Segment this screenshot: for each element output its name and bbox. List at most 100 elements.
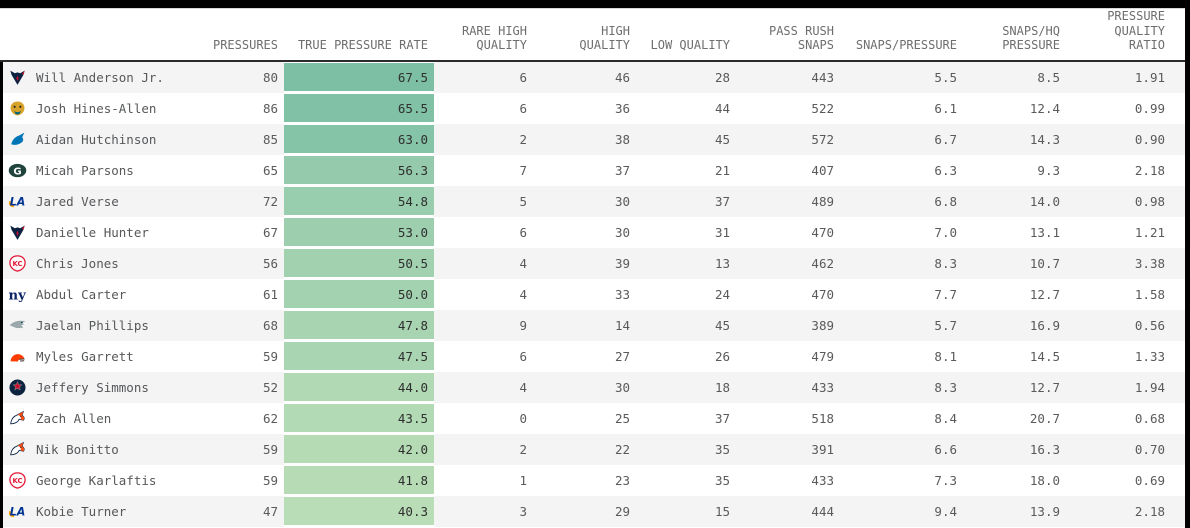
player-name: Abdul Carter <box>36 286 127 302</box>
cell-pass-rush-snaps: 389 <box>811 317 834 333</box>
cell-high-quality: 25 <box>614 410 630 426</box>
cell-pressures: 47 <box>262 503 278 519</box>
col-header-label: QUALITY <box>476 38 527 52</box>
player-identity: LA Kobie Turner <box>8 502 170 521</box>
cell-pressure-quality-ratio: 0.68 <box>1134 410 1165 426</box>
cell-snaps-per-hq-pressure: 12.7 <box>1029 286 1060 302</box>
cell-pressure-quality-ratio: 0.90 <box>1134 131 1165 147</box>
cell-player: Josh Hines-Allen <box>0 93 170 124</box>
cell-high-quality: 30 <box>614 193 630 209</box>
player-identity: KC Chris Jones <box>8 254 170 273</box>
team-logo-packers-icon: G <box>8 161 27 180</box>
player-identity: Myles Garrett <box>8 347 170 366</box>
cell-low-quality: 28 <box>714 69 730 85</box>
cell-rare-high-quality: 7 <box>519 162 527 178</box>
cell-spacer <box>1171 434 1185 465</box>
cell-pass-rush-snaps: 407 <box>811 162 834 178</box>
cell-snaps-per-hq-pressure: 14.0 <box>1029 193 1060 209</box>
player-name: Micah Parsons <box>36 162 134 178</box>
col-header-pressures[interactable]: PRESSURES <box>170 9 284 62</box>
cell-player: ny Abdul Carter <box>0 279 170 310</box>
team-logo-jaguars-icon <box>8 99 27 118</box>
player-name: Jeffery Simmons <box>36 379 149 395</box>
cell-spacer <box>1171 61 1185 93</box>
player-name: Will Anderson Jr. <box>36 69 164 85</box>
table-row: Jaelan Phillips 68 47.8 9 14 45 389 5.7 16.9 0.56 <box>0 309 1185 341</box>
col-header-label: PRESSURES <box>212 38 278 52</box>
team-logo-lions-icon <box>8 130 27 149</box>
cell-high-quality: 30 <box>614 379 630 395</box>
cell-rare-high-quality: 5 <box>519 193 527 209</box>
player-identity: LA Jared Verse <box>8 192 170 211</box>
cell-snaps-per-pressure: 6.7 <box>934 131 957 147</box>
cell-true-pressure-rate: 42.0 <box>284 433 434 465</box>
cell-pass-rush-snaps: 391 <box>811 441 834 457</box>
table-row: Zach Allen 62 43.5 0 25 37 518 8.4 20.7 0.68 <box>0 402 1185 434</box>
cell-pressures: 56 <box>262 255 278 271</box>
cell-pressure-quality-ratio: 0.70 <box>1134 441 1165 457</box>
player-name: Josh Hines-Allen <box>36 100 157 116</box>
col-header-low_quality[interactable]: LOW QUALITY <box>636 9 736 62</box>
cell-pass-rush-snaps: 470 <box>811 224 834 240</box>
col-header-player[interactable] <box>0 9 170 62</box>
team-logo-chiefs-icon: KC <box>8 254 27 273</box>
table-row: LA Jared Verse 72 54.8 5 30 37 489 6.8 14.0 0.98 <box>0 185 1185 217</box>
cell-player: G Micah Parsons <box>0 155 170 186</box>
table-row: LA Kobie Turner 47 40.3 3 29 15 444 9.4 13.9 2.18 <box>0 495 1185 527</box>
svg-text:KC: KC <box>12 259 22 267</box>
cell-low-quality: 35 <box>714 472 730 488</box>
cell-snaps-per-hq-pressure: 12.7 <box>1029 379 1060 395</box>
cell-high-quality: 14 <box>614 317 630 333</box>
cell-rare-high-quality: 1 <box>519 472 527 488</box>
col-header-pass_rush_snaps[interactable]: PASS RUSH SNAPS <box>736 9 840 62</box>
table-panel: PRESSURES TRUE PRESSURE RATE RARE HIGH QUAL… <box>0 8 1185 528</box>
svg-text:ny: ny <box>9 288 27 303</box>
cell-spacer <box>1171 93 1185 124</box>
col-header-label: QUALITY <box>1114 23 1165 38</box>
cell-low-quality: 31 <box>714 224 730 240</box>
cell-snaps-per-pressure: 6.1 <box>934 100 957 116</box>
cell-pressures: 67 <box>262 224 278 240</box>
cell-pass-rush-snaps: 462 <box>811 255 834 271</box>
svg-text:LA: LA <box>10 195 26 208</box>
cell-snaps-per-pressure: 7.3 <box>934 472 957 488</box>
rate-heatmap-fill: 47.8 <box>284 311 434 339</box>
cell-snaps-per-pressure: 5.7 <box>934 317 957 333</box>
col-header-true_pressure_rate[interactable]: TRUE PRESSURE RATE <box>284 9 434 62</box>
team-logo-eagles-icon <box>8 316 27 335</box>
cell-snaps-per-pressure: 9.4 <box>934 503 957 519</box>
cell-pressure-quality-ratio: 1.91 <box>1134 69 1165 85</box>
cell-player: Jaelan Phillips <box>0 310 170 341</box>
col-header-pressure_quality_ratio[interactable]: PRESSURE QUALITY RATIO <box>1066 9 1171 62</box>
cell-pressures: 72 <box>262 193 278 209</box>
rate-heatmap-fill: 40.3 <box>284 497 434 525</box>
cell-high-quality: 37 <box>614 162 630 178</box>
col-header-high_quality[interactable]: HIGH QUALITY <box>533 9 636 62</box>
cell-pressures: 80 <box>262 69 278 85</box>
cell-pressures: 86 <box>262 100 278 116</box>
cell-pressure-quality-ratio: 2.18 <box>1134 162 1165 178</box>
player-identity: Will Anderson Jr. <box>8 68 170 87</box>
cell-high-quality: 36 <box>614 100 630 116</box>
rate-heatmap-fill: 63.0 <box>284 125 434 153</box>
cell-player: Danielle Hunter <box>0 217 170 248</box>
player-name: Zach Allen <box>36 410 112 426</box>
cell-snaps-per-pressure: 6.3 <box>934 162 957 178</box>
cell-rare-high-quality: 6 <box>519 69 527 85</box>
rate-heatmap-fill: 50.5 <box>284 249 434 277</box>
col-header-snaps_per_hq_pressure[interactable]: SNAPS/HQ PRESSURE <box>963 9 1066 62</box>
table-row: G Micah Parsons 65 56.3 7 37 21 407 6.3 9.3 2.18 <box>0 154 1185 186</box>
col-header-snaps_per_pressure[interactable]: SNAPS/PRESSURE <box>840 9 963 62</box>
cell-pressures: 59 <box>262 472 278 488</box>
col-header-rare_high_quality[interactable]: RARE HIGH QUALITY <box>434 9 533 62</box>
player-name: George Karlaftis <box>36 472 157 488</box>
table-row: Nik Bonitto 59 42.0 2 22 35 391 6.6 16.3 0.70 <box>0 433 1185 465</box>
rate-heatmap-fill: 65.5 <box>284 94 434 122</box>
team-logo-rams-icon: LA <box>8 502 27 521</box>
team-logo-chiefs-icon: KC <box>8 471 27 490</box>
cell-snaps-per-hq-pressure: 20.7 <box>1029 410 1060 426</box>
cell-spacer <box>1171 186 1185 217</box>
cell-pressures: 61 <box>262 286 278 302</box>
col-header-label: RARE HIGH <box>461 23 527 38</box>
col-header-label: QUALITY <box>579 38 630 52</box>
